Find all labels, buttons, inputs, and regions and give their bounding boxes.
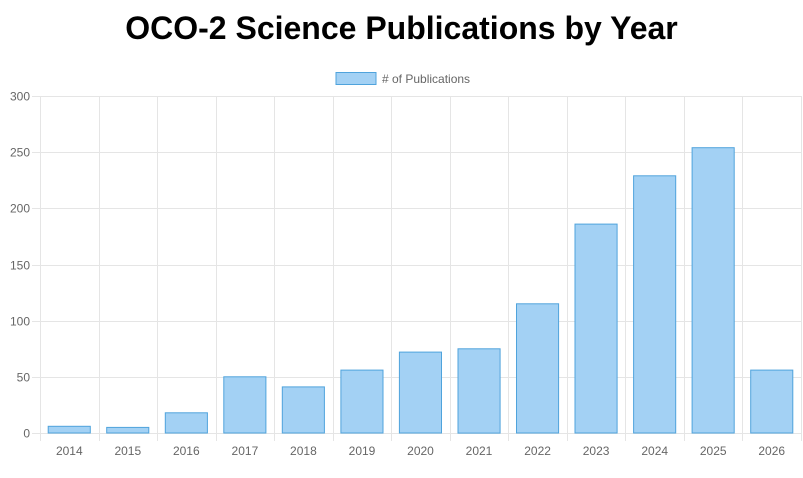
legend-label-publications[interactable]: # of Publications — [382, 72, 470, 86]
x-tick-label-2026: 2026 — [758, 444, 785, 458]
x-tick-label-2019: 2019 — [349, 444, 376, 458]
x-tick-label-2014: 2014 — [56, 444, 83, 458]
bar-2024[interactable] — [633, 175, 677, 434]
axis-ticks: 0 50 100 150 200 250 300 2014 2015 2016 2017 2018 20… — [10, 90, 785, 459]
bar-2015[interactable] — [106, 426, 150, 434]
y-tick-label: 150 — [10, 259, 30, 273]
legend-swatch-publications[interactable] — [335, 72, 377, 85]
x-tick-label-2015: 2015 — [114, 444, 141, 458]
y-tick-label: 100 — [10, 315, 30, 329]
x-tick-label-2016: 2016 — [173, 444, 200, 458]
page-title: OCO-2 Science Publications by Year — [125, 10, 678, 46]
x-tick-label-2017: 2017 — [232, 444, 259, 458]
x-tick-label-2018: 2018 — [290, 444, 317, 458]
grid-lines — [32, 96, 802, 441]
bar-2019[interactable] — [340, 369, 384, 434]
x-tick-label-2024: 2024 — [641, 444, 668, 458]
y-tick-label: 200 — [10, 202, 30, 216]
bar-2025[interactable] — [691, 147, 735, 434]
x-tick-label-2021: 2021 — [466, 444, 493, 458]
bars — [47, 147, 794, 434]
y-tick-label: 300 — [10, 90, 30, 104]
bar-2021[interactable] — [457, 348, 501, 434]
y-tick-label: 0 — [23, 427, 30, 441]
bar-2016[interactable] — [164, 412, 208, 434]
bar-2014[interactable] — [47, 425, 91, 434]
x-tick-label-2023: 2023 — [583, 444, 610, 458]
bar-2026[interactable] — [750, 369, 794, 434]
bar-2023[interactable] — [574, 223, 618, 434]
x-tick-label-2020: 2020 — [407, 444, 434, 458]
legend[interactable]: # of Publications — [335, 72, 470, 86]
bar-2018[interactable] — [281, 386, 325, 434]
x-tick-label-2022: 2022 — [524, 444, 551, 458]
bar-2020[interactable] — [398, 351, 442, 434]
y-tick-label: 250 — [10, 146, 30, 160]
bar-2017[interactable] — [223, 376, 267, 434]
x-tick-label-2025: 2025 — [700, 444, 727, 458]
bar-2022[interactable] — [516, 303, 560, 434]
y-tick-label: 50 — [17, 371, 31, 385]
